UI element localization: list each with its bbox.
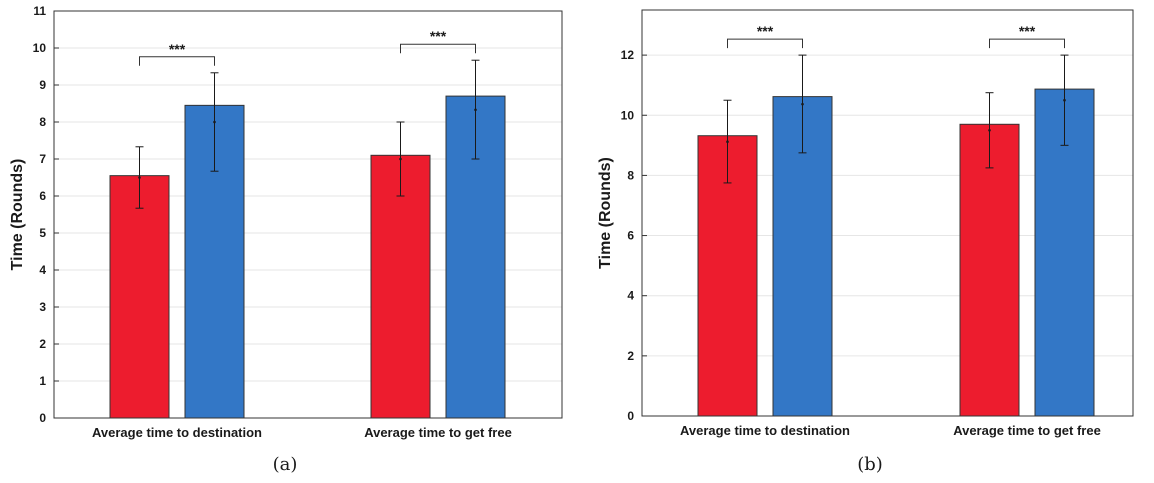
- y-tick-label: 6: [627, 229, 634, 243]
- significance-label: ***: [1019, 23, 1036, 39]
- y-tick-label: 12: [621, 48, 635, 62]
- y-axis-label: Time (Rounds): [597, 157, 614, 269]
- x-tick-label: Average time to destination: [92, 425, 262, 440]
- mean-point: [988, 128, 991, 132]
- y-tick-label: 10: [621, 108, 635, 122]
- y-tick-label: 8: [39, 115, 46, 129]
- mean-point: [726, 140, 729, 144]
- significance-bracket: [727, 38, 803, 49]
- bar: [1034, 88, 1095, 417]
- axes-frame: [641, 9, 1134, 417]
- mean-point: [474, 108, 477, 112]
- significance-label: ***: [430, 28, 447, 44]
- x-tick-label: Average time to get free: [953, 423, 1101, 438]
- y-tick-label: 2: [39, 337, 46, 351]
- significance-bracket: [400, 43, 476, 54]
- mean-point: [399, 157, 402, 161]
- subfigure-label: (b): [857, 454, 883, 475]
- y-tick-label: 8: [627, 168, 634, 182]
- significance-bracket: [989, 38, 1065, 49]
- y-tick-label: 11: [33, 4, 46, 18]
- y-tick-label: 3: [39, 300, 46, 314]
- chart-b: 0 2 4 6 8 10 12 *** Average time to destination *…: [597, 9, 1134, 475]
- x-tick-label: Average time to get free: [364, 425, 512, 440]
- y-tick-label: 9: [39, 78, 46, 92]
- y-tick-label: 10: [33, 41, 47, 55]
- mean-point: [801, 102, 804, 106]
- significance-label: ***: [169, 41, 186, 57]
- y-tick-label: 5: [39, 226, 46, 240]
- axes-frame: [53, 10, 563, 419]
- chart-a: 0 1 2 3 4 5 6 7 8 9 10 11 *** Average time to destina…: [9, 4, 563, 475]
- mean-point: [213, 120, 216, 124]
- y-tick-label: 7: [39, 152, 46, 166]
- y-tick-label: 4: [627, 289, 634, 303]
- bar: [370, 154, 431, 419]
- bar: [959, 123, 1020, 417]
- bar: [109, 175, 170, 419]
- y-tick-label: 1: [39, 374, 46, 388]
- y-tick-label: 4: [39, 263, 46, 277]
- mean-point: [138, 176, 141, 179]
- y-tick-label: 0: [627, 409, 634, 423]
- y-tick-label: 0: [39, 411, 46, 425]
- significance-bracket: [139, 56, 215, 66]
- subfigure-label: (a): [273, 454, 298, 475]
- y-axis-label: Time (Rounds): [9, 159, 26, 271]
- significance-label: ***: [757, 23, 774, 39]
- mean-point: [1063, 98, 1066, 102]
- y-tick-label: 2: [627, 349, 634, 363]
- y-tick-label: 6: [39, 189, 46, 203]
- x-tick-label: Average time to destination: [680, 423, 850, 438]
